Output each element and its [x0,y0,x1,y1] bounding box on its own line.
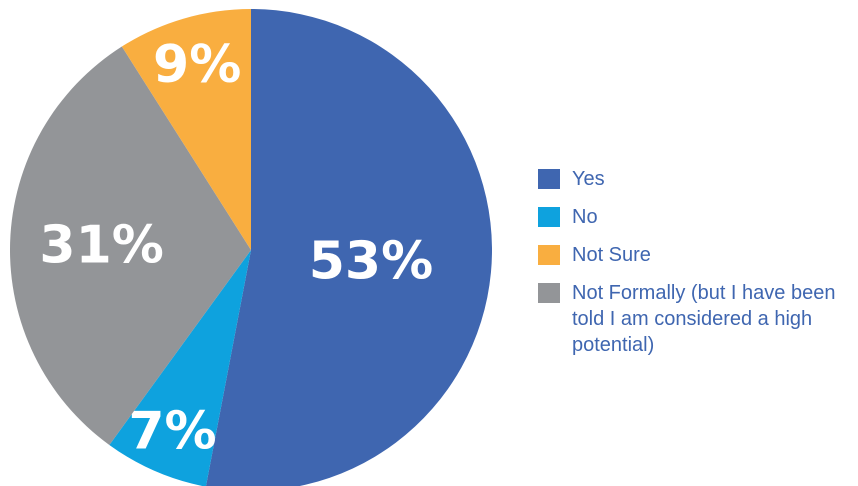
legend-label-not-sure: Not Sure [572,244,651,266]
pie-slice-yes [205,9,492,486]
legend-swatch-not-formally [538,283,560,303]
slice-label-not-sure: 9% [153,35,241,95]
legend-label-no: No [572,206,598,228]
legend: Yes No Not Sure Not Formally (but I have… [538,166,856,370]
legend-swatch-not-sure [538,245,560,265]
legend-item-not-sure: Not Sure [538,242,856,268]
legend-swatch-no [538,207,560,227]
legend-item-no: No [538,204,856,230]
slice-label-no: 7% [128,401,216,461]
pie-slice-not-sure [121,9,251,250]
legend-label-yes: Yes [572,168,605,190]
pie-slice-no [109,250,251,486]
slice-label-yes: 53% [309,231,433,291]
legend-swatch-yes [538,169,560,189]
pie-slice-not-formally [9,46,251,445]
legend-item-yes: Yes [538,166,856,192]
slice-label-not-formally: 31% [39,215,163,275]
legend-label-not-formally: Not Formally (but I have been told I am … [572,282,836,356]
legend-item-not-formally: Not Formally (but I have been told I am … [538,280,856,358]
